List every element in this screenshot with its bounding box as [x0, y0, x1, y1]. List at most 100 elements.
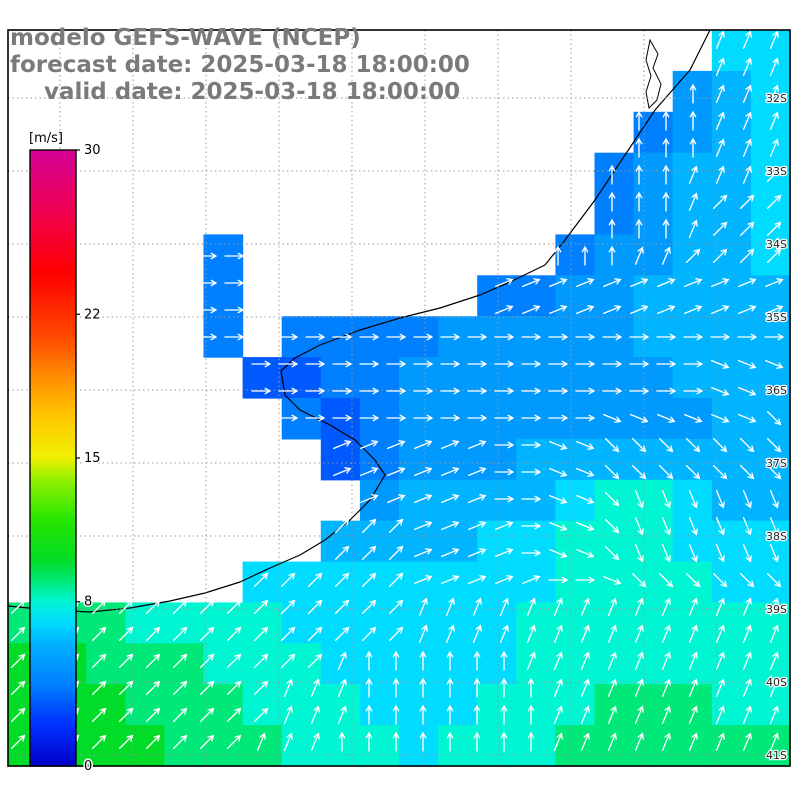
wind-arrow — [602, 360, 623, 368]
wind-arrow — [575, 414, 596, 422]
wind-arrow — [662, 218, 670, 239]
wind-arrow — [656, 333, 677, 341]
wind-arrow — [468, 521, 487, 531]
wind-arrow — [446, 731, 454, 752]
wind-arrow — [634, 624, 644, 643]
field-cell — [750, 684, 791, 726]
wind-arrow — [361, 626, 377, 642]
wind-arrow — [685, 248, 701, 264]
wind-arrow — [688, 490, 698, 509]
wind-arrow — [769, 597, 779, 616]
wind-arrow — [688, 544, 698, 563]
field-cell — [633, 725, 674, 767]
field-cell — [242, 684, 283, 726]
field-cell — [86, 643, 126, 685]
wind-arrow — [118, 680, 134, 696]
field-cell — [399, 684, 439, 726]
wind-arrow — [392, 677, 400, 698]
field-cell — [86, 684, 126, 726]
wind-arrow — [521, 333, 542, 341]
field-cell — [750, 438, 791, 481]
wind-arrow — [738, 278, 757, 288]
wind-arrow — [576, 494, 595, 504]
wind-arrow — [226, 734, 242, 750]
wind-arrow — [661, 678, 671, 697]
forecast-date-label: forecast date: 2025-03-18 18:00:00 — [10, 52, 470, 78]
wind-arrow — [742, 651, 752, 670]
field-cell — [594, 684, 635, 726]
wind-arrow — [467, 414, 488, 422]
latitude-label: 41S — [766, 749, 787, 762]
wind-arrow — [548, 576, 569, 584]
wind-arrow — [688, 165, 698, 184]
wind-arrow — [629, 333, 650, 341]
wind-arrow — [658, 437, 674, 453]
wind-arrow — [388, 545, 404, 561]
wind-arrow — [684, 413, 703, 423]
field-cell — [242, 561, 283, 604]
wind-arrow — [661, 732, 671, 751]
wind-arrow — [769, 57, 779, 76]
wind-arrow — [711, 413, 730, 423]
wind-arrow — [661, 651, 671, 670]
wind-arrow — [256, 732, 266, 751]
field-cell — [633, 684, 674, 726]
colorbar-layer: [m/s] 30 22 15 8 0 — [29, 131, 102, 776]
field-cell — [672, 152, 713, 195]
wave-field-layer — [8, 30, 791, 767]
wind-arrow — [414, 440, 433, 450]
wind-arrow — [307, 653, 323, 669]
field-cell — [594, 234, 635, 276]
wind-arrow — [715, 597, 725, 616]
wind-arrow — [607, 624, 617, 643]
field-cell — [242, 643, 283, 685]
wind-arrow — [766, 410, 782, 426]
wind-arrow — [688, 624, 698, 643]
wind-arrow — [473, 704, 481, 725]
wind-arrow — [334, 572, 350, 588]
wind-arrow — [739, 194, 755, 210]
wind-arrow — [359, 387, 380, 395]
wind-arrow — [332, 333, 353, 341]
wind-arrow — [766, 194, 782, 210]
wind-arrow — [684, 278, 703, 288]
wind-arrow — [521, 522, 542, 530]
wind-arrow — [658, 572, 674, 588]
field-cell — [242, 602, 283, 644]
wind-arrow — [742, 624, 752, 643]
wind-arrow — [712, 221, 728, 237]
field-cell — [750, 479, 791, 522]
wind-arrow — [526, 624, 536, 643]
wind-arrow — [332, 387, 353, 395]
wind-arrow — [580, 705, 590, 724]
wind-arrow — [499, 597, 509, 616]
field-cell — [711, 479, 752, 522]
wind-arrow — [604, 464, 620, 480]
field-cell — [359, 725, 400, 767]
wind-arrow — [715, 165, 725, 184]
wind-arrow — [742, 84, 752, 103]
field-cell — [203, 725, 244, 767]
field-cell — [242, 725, 283, 767]
latitude-label: 35S — [766, 311, 787, 324]
wind-arrow — [661, 490, 671, 509]
wind-arrow — [742, 57, 752, 76]
wind-arrow — [634, 678, 644, 697]
wind-arrow — [500, 704, 508, 725]
wind-arrow — [359, 360, 380, 368]
wind-arrow — [661, 597, 671, 616]
wind-arrow — [445, 624, 455, 643]
wind-arrow — [575, 576, 596, 584]
field-cell — [359, 438, 400, 481]
wind-arrow — [91, 734, 107, 750]
wind-arrow — [715, 624, 725, 643]
wind-arrow — [738, 386, 757, 396]
wind-arrow — [580, 732, 590, 751]
wind-arrow — [10, 653, 26, 669]
colorbar-tick-label: 0 — [84, 759, 92, 774]
wind-arrow — [334, 626, 350, 642]
field-cell — [633, 152, 674, 195]
wind-arrow — [361, 545, 377, 561]
wind-arrow — [360, 440, 379, 450]
wind-arrow — [688, 597, 698, 616]
